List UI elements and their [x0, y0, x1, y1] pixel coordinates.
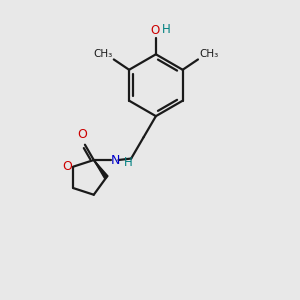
Text: H: H [124, 156, 133, 169]
Text: O: O [62, 160, 72, 173]
Polygon shape [94, 160, 108, 178]
Text: H: H [162, 23, 171, 36]
Text: CH₃: CH₃ [200, 49, 219, 58]
Text: CH₃: CH₃ [93, 49, 112, 58]
Text: N: N [110, 154, 120, 166]
Text: O: O [151, 24, 160, 37]
Text: O: O [78, 128, 88, 141]
